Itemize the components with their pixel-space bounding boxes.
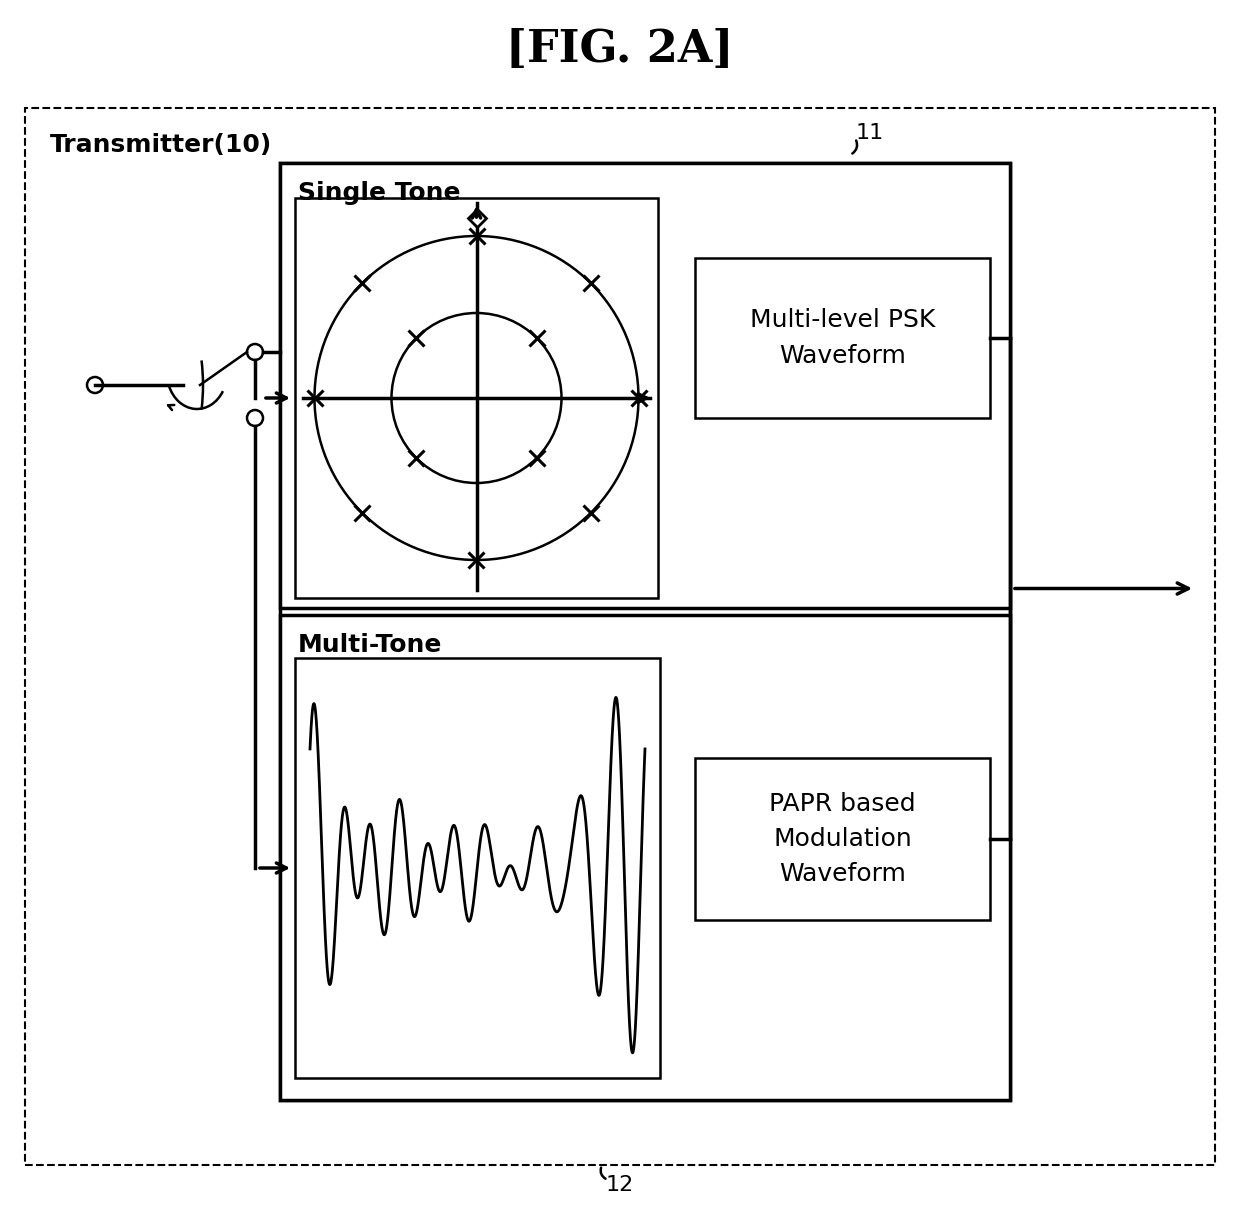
Bar [280, 163, 1011, 608]
Text: Multi-level PSK
Waveform: Multi-level PSK Waveform [750, 308, 935, 367]
Text: Single Tone: Single Tone [298, 181, 460, 205]
Text: Multi-Tone: Multi-Tone [298, 632, 443, 657]
Text: [FIG. 2A]: [FIG. 2A] [506, 28, 734, 71]
Bar [280, 163, 1011, 1100]
Bar [694, 758, 990, 920]
Bar [295, 198, 658, 598]
Text: 12: 12 [606, 1175, 634, 1195]
Bar [694, 258, 990, 418]
Bar [280, 615, 1011, 1100]
Text: Transmitter(10): Transmitter(10) [50, 133, 273, 157]
Bar [295, 658, 660, 1078]
Text: 11: 11 [856, 123, 884, 142]
Text: PAPR based
Modulation
Waveform: PAPR based Modulation Waveform [769, 792, 916, 887]
Bar [25, 108, 1215, 1165]
